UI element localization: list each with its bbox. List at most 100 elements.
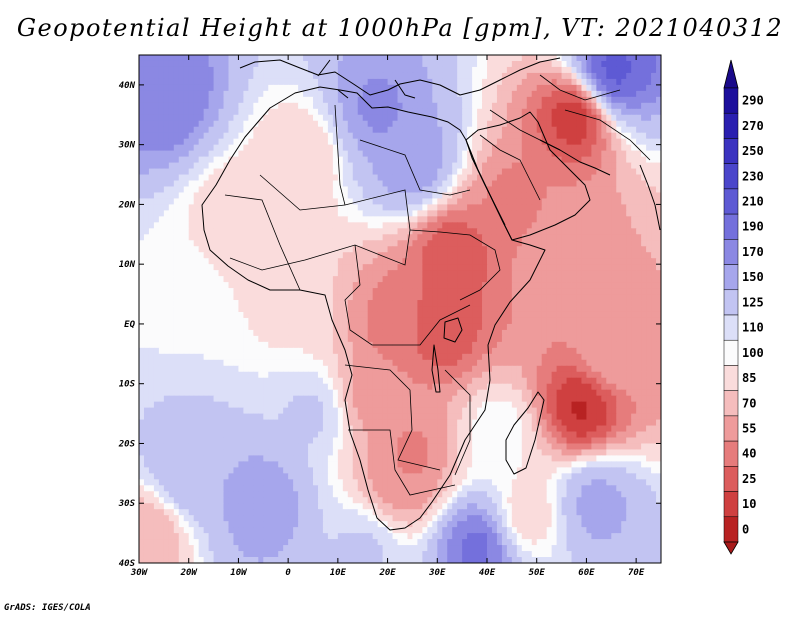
field-cell <box>367 234 374 241</box>
field-cell <box>606 126 612 134</box>
field-cell <box>591 306 597 313</box>
field-cell <box>233 288 240 295</box>
field-cell <box>407 192 414 200</box>
field-cell <box>417 114 423 122</box>
field-cell <box>367 323 374 331</box>
field-cell <box>258 72 264 80</box>
field-cell <box>487 126 493 134</box>
field-cell <box>139 90 145 98</box>
field-cell <box>352 323 359 331</box>
field-cell <box>611 132 617 140</box>
field-cell <box>362 66 369 74</box>
field-cell <box>163 162 170 170</box>
field-cell <box>278 276 284 283</box>
field-cell <box>288 335 294 343</box>
field-cell <box>337 102 344 110</box>
field-cell <box>387 186 394 194</box>
field-cell <box>467 192 473 200</box>
field-cell <box>372 66 379 74</box>
field-cell <box>621 120 627 128</box>
field-cell <box>442 317 448 325</box>
field-cell <box>616 168 622 176</box>
field-cell <box>228 317 235 325</box>
field-cell <box>551 329 558 337</box>
field-cell <box>561 258 568 265</box>
field-cell <box>491 329 498 337</box>
field-cell <box>283 198 289 206</box>
field-cell <box>427 258 433 265</box>
field-cell <box>531 180 538 188</box>
field-cell <box>546 294 553 301</box>
field-cell <box>571 258 578 265</box>
field-cell <box>422 90 428 98</box>
field-cell <box>611 276 617 283</box>
field-cell <box>357 270 364 277</box>
field-cell <box>288 288 294 295</box>
field-cell <box>248 234 254 241</box>
field-cell <box>258 132 264 140</box>
field-cell <box>636 252 642 259</box>
field-cell <box>223 198 230 206</box>
field-cell <box>641 228 647 235</box>
field-cell <box>143 282 150 289</box>
field-cell <box>288 84 294 92</box>
field-cell <box>487 114 493 122</box>
field-cell <box>432 168 438 176</box>
field-cell <box>233 306 240 313</box>
field-cell <box>596 270 602 277</box>
field-cell <box>487 72 493 80</box>
field-cell <box>586 258 592 265</box>
field-cell <box>501 300 508 307</box>
field-cell <box>278 264 284 271</box>
field-cell <box>313 317 319 325</box>
field-cell <box>621 258 627 265</box>
field-cell <box>551 102 558 110</box>
field-cell <box>397 78 404 86</box>
field-cell <box>278 228 284 235</box>
field-cell <box>342 102 349 110</box>
field-cell <box>263 168 269 176</box>
field-cell <box>611 240 617 247</box>
field-cell <box>437 198 443 206</box>
field-cell <box>139 311 145 319</box>
field-cell <box>342 72 349 80</box>
field-cell <box>591 246 597 253</box>
field-cell <box>372 240 379 247</box>
field-cell <box>452 222 458 229</box>
field-cell <box>392 270 399 277</box>
field-cell <box>526 311 533 319</box>
field-cell <box>571 210 578 217</box>
field-cell <box>347 138 354 146</box>
field-cell <box>521 102 528 110</box>
field-cell <box>511 270 518 277</box>
field-cell <box>531 317 538 325</box>
field-cell <box>581 186 588 194</box>
field-cell <box>586 192 592 200</box>
field-cell <box>427 66 433 74</box>
field-cell <box>342 222 349 229</box>
field-cell <box>168 234 175 241</box>
field-cell <box>357 228 364 235</box>
field-cell <box>501 108 508 116</box>
field-cell <box>651 228 657 235</box>
field-cell <box>143 174 150 182</box>
field-cell <box>511 108 518 116</box>
field-cell <box>546 55 553 62</box>
field-cell <box>153 270 160 277</box>
field-cell <box>293 270 299 277</box>
field-cell <box>278 108 284 116</box>
field-cell <box>487 78 493 86</box>
field-cell <box>387 216 394 223</box>
field-cell <box>646 204 652 211</box>
field-cell <box>491 114 498 122</box>
field-cell <box>372 55 379 62</box>
field-cell <box>586 317 592 325</box>
field-cell <box>143 120 150 128</box>
field-cell <box>566 323 573 331</box>
field-cell <box>591 282 597 289</box>
field-cell <box>501 294 508 301</box>
field-cell <box>472 306 478 313</box>
field-cell <box>332 300 339 307</box>
field-cell <box>531 300 538 307</box>
field-cell <box>352 55 359 62</box>
